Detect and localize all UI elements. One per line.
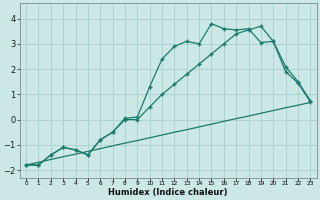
X-axis label: Humidex (Indice chaleur): Humidex (Indice chaleur) [108,188,228,197]
